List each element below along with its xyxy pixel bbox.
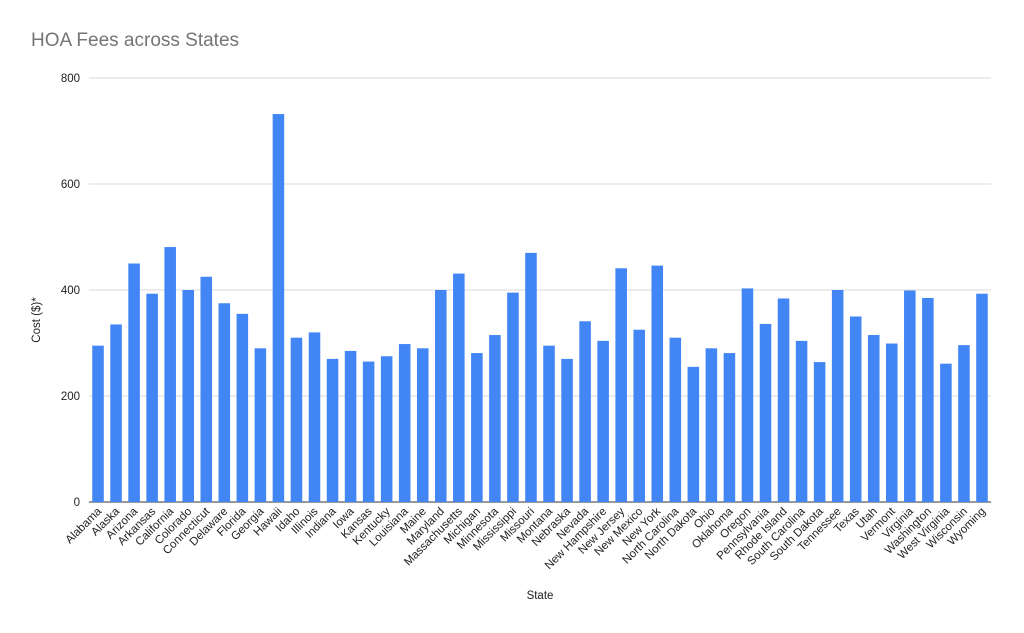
y-tick-labels: 0 200 400 600 800 (61, 73, 80, 509)
bar (362, 361, 375, 502)
bars (92, 114, 988, 502)
y-tick-label: 0 (74, 497, 80, 509)
bar (164, 247, 176, 502)
bar (525, 252, 537, 502)
bar (886, 343, 898, 502)
bar (777, 298, 790, 502)
chart-title: HOA Fees across States (31, 30, 240, 51)
y-tick-label: 400 (61, 285, 80, 297)
bar (669, 337, 682, 502)
bar (687, 366, 700, 502)
bar (976, 293, 988, 502)
bar (308, 332, 321, 502)
bar (813, 362, 826, 502)
bar (344, 350, 357, 502)
bar (254, 348, 267, 502)
bar (416, 348, 429, 502)
y-tick-label: 200 (61, 391, 80, 403)
bar (453, 273, 465, 502)
bar (435, 290, 447, 502)
bar (723, 353, 736, 502)
bar (904, 290, 916, 502)
bar (92, 345, 104, 502)
bar (507, 292, 519, 502)
bar (110, 324, 122, 502)
bar (218, 303, 231, 502)
bar (615, 268, 627, 502)
bar (128, 263, 140, 502)
bar (579, 321, 591, 502)
y-tick-label: 800 (61, 73, 80, 85)
bar (398, 344, 411, 502)
bar (922, 297, 934, 502)
bar (759, 323, 772, 502)
x-axis-label: State (527, 590, 554, 602)
bar (146, 293, 158, 502)
x-tick-labels: AlabamaAlaskaArizonaArkansasCaliforniaCo… (64, 505, 989, 572)
bar (867, 335, 880, 502)
y-tick-label: 600 (61, 179, 80, 191)
bar (272, 114, 285, 502)
bar (705, 348, 718, 502)
bar (741, 288, 754, 502)
bar (633, 329, 645, 502)
bar (849, 316, 862, 502)
bar (326, 358, 339, 502)
bar (489, 335, 501, 502)
bar (236, 313, 249, 502)
bar (831, 290, 844, 502)
bar (182, 290, 194, 502)
bar (200, 276, 213, 502)
bar (958, 345, 970, 502)
bar (290, 337, 303, 502)
bar (543, 345, 555, 502)
y-axis-label: Cost ($)* (31, 297, 43, 343)
bar (471, 353, 483, 502)
bar (561, 358, 573, 502)
bar (795, 340, 808, 502)
bar (380, 356, 393, 502)
bar (940, 363, 952, 502)
bar (597, 340, 609, 502)
bar (651, 265, 664, 502)
